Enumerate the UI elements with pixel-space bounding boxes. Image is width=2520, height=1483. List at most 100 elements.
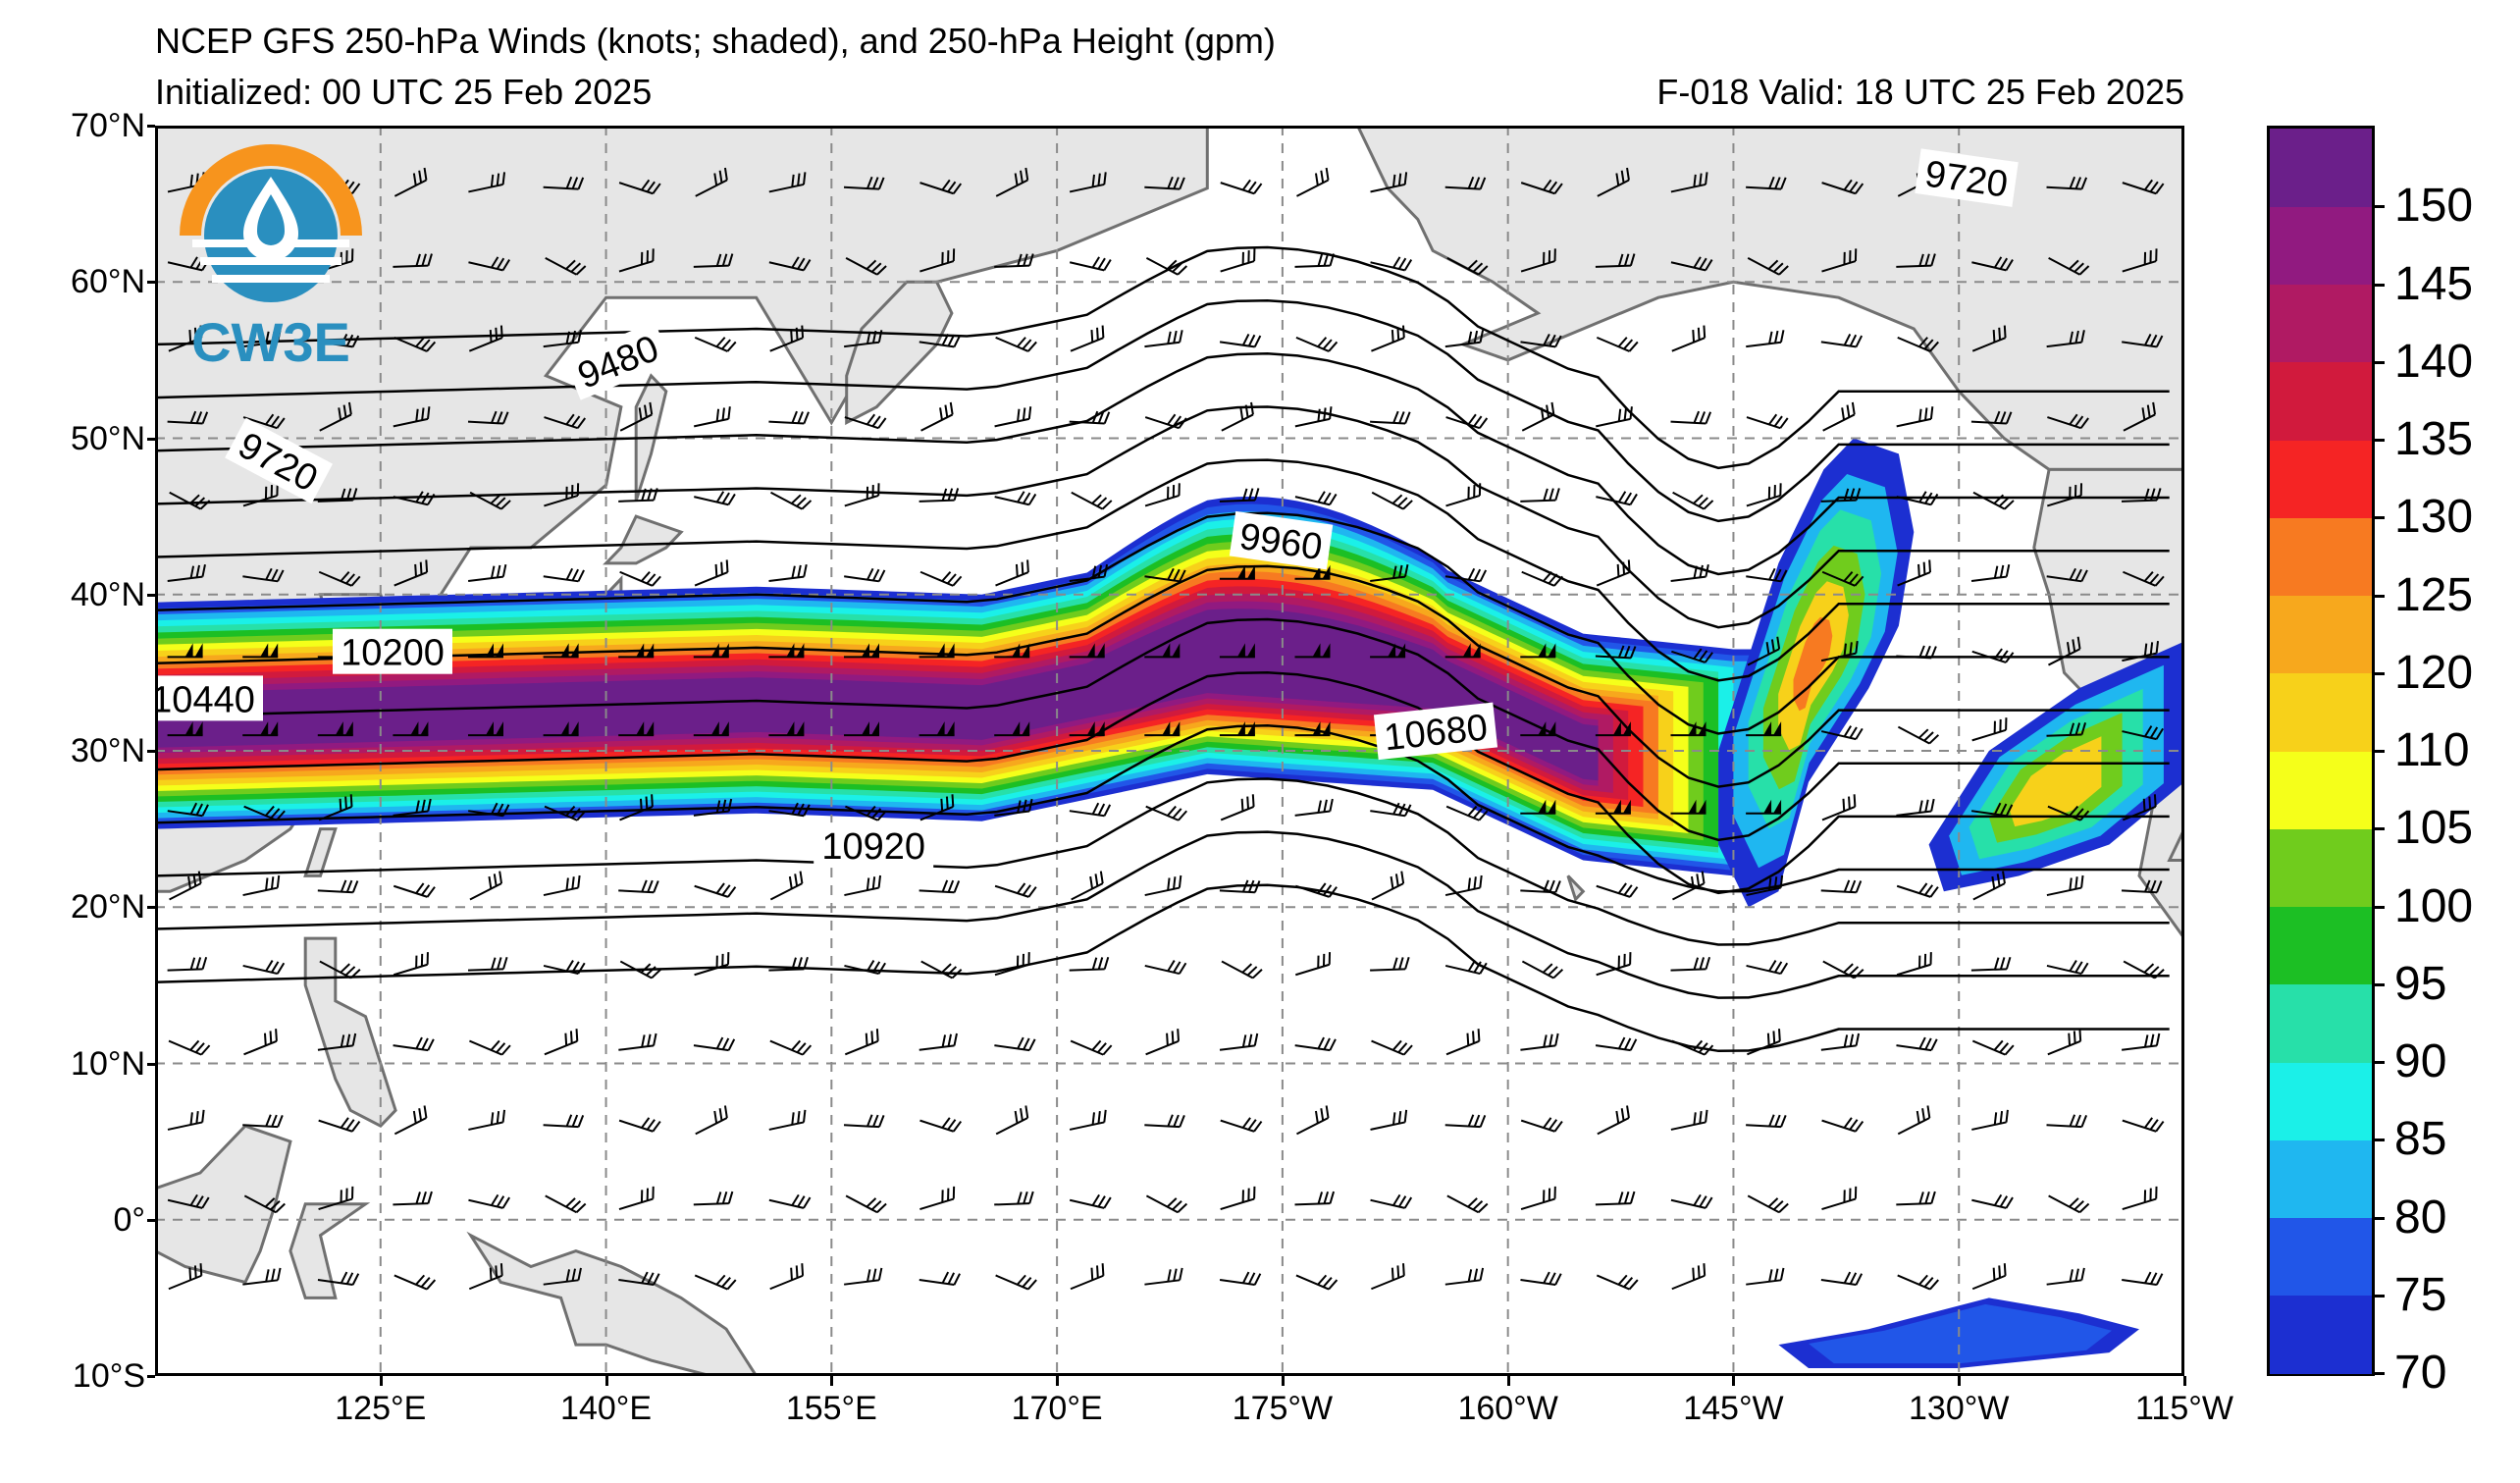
wind-barb xyxy=(2046,176,2088,190)
taiwan-landmass xyxy=(303,827,338,877)
wind-barb xyxy=(919,794,955,821)
wind-barb xyxy=(1971,1263,2007,1291)
wind-barb xyxy=(844,330,883,348)
wind-barb xyxy=(1145,805,1187,821)
wind-barb xyxy=(317,1033,357,1051)
wind-barb xyxy=(919,1033,958,1051)
wind-barb xyxy=(1295,882,1338,898)
wind-barb xyxy=(242,330,282,348)
wind-barb xyxy=(769,1263,805,1291)
wind-barb xyxy=(1747,256,1789,276)
colorbar-tick xyxy=(2375,1294,2385,1298)
wind-barb xyxy=(167,1109,205,1131)
wind-barb xyxy=(994,1036,1036,1052)
wind-barb xyxy=(1520,333,1562,348)
wind-barb xyxy=(317,333,360,348)
wind-barb xyxy=(1294,798,1334,817)
wind-barb xyxy=(543,1267,582,1286)
wind-barb xyxy=(1896,1036,1938,1052)
wind-barb xyxy=(2122,248,2158,273)
wind-barb xyxy=(1970,564,2011,582)
wind-barb xyxy=(1897,559,1931,587)
lon-tick xyxy=(1281,1376,1285,1386)
wind-barb xyxy=(543,330,582,348)
wind-barb xyxy=(243,1194,286,1214)
wind-barb xyxy=(1897,336,1939,352)
wind-barb xyxy=(1822,401,1856,432)
wind-barb xyxy=(394,167,428,197)
colorbar-segment-80 xyxy=(2270,1139,2372,1219)
wind-barb xyxy=(545,256,587,276)
wind-barb xyxy=(1521,401,1555,432)
wind-barb xyxy=(844,874,882,897)
wind-barb xyxy=(1820,488,1862,503)
wind-barb xyxy=(1896,798,1935,817)
wind-barb xyxy=(1069,564,1109,582)
wind-barb xyxy=(2122,725,2164,741)
wind-barb xyxy=(2122,1033,2161,1051)
lat-tick xyxy=(147,1218,155,1222)
colorbar-label: 105 xyxy=(2394,802,2474,855)
wind-barb xyxy=(1294,1036,1337,1052)
wind-barb xyxy=(243,805,286,821)
lat-tick-label: 10°S xyxy=(72,1357,145,1395)
wind-barb xyxy=(1219,564,1255,580)
lat-tick-label: 70°N xyxy=(71,107,145,144)
wind-barb xyxy=(1446,1194,1489,1214)
wind-barb xyxy=(768,172,807,193)
wind-barb xyxy=(1069,1193,1112,1209)
wind-barb xyxy=(1520,879,1561,894)
wind-barb xyxy=(469,491,511,510)
wind-barb xyxy=(769,871,804,901)
wind-barb xyxy=(1071,871,1104,901)
hawaii-landmass xyxy=(1566,874,1586,903)
wind-barb xyxy=(1069,643,1105,659)
lat-tick-label: 0° xyxy=(113,1200,145,1239)
colorbar-label: 80 xyxy=(2394,1191,2447,1244)
wind-barb xyxy=(1520,488,1560,503)
colorbar-label: 95 xyxy=(2394,957,2447,1010)
wind-barb xyxy=(544,805,587,821)
lon-tick-label: 160°W xyxy=(1457,1390,1558,1427)
wind-barb xyxy=(1370,802,1412,818)
wind-barb xyxy=(1371,1039,1413,1056)
wind-barb xyxy=(1220,179,1263,195)
wind-barb xyxy=(844,1267,883,1286)
height-contour xyxy=(155,777,2170,946)
wind-barb xyxy=(2046,567,2088,583)
colorbar-tick xyxy=(2375,982,2385,986)
colorbar-tick xyxy=(2375,827,2385,831)
wind-barb xyxy=(1596,406,1633,428)
colorbar-label: 110 xyxy=(2394,724,2470,776)
wind-barb xyxy=(319,960,361,980)
wind-barb xyxy=(2046,483,2083,507)
colorbar-segment-130 xyxy=(2270,440,2372,518)
wind-barb xyxy=(844,721,879,737)
wind-barb xyxy=(1219,643,1255,659)
wind-barb xyxy=(919,248,956,273)
wind-barb xyxy=(768,410,810,425)
wind-barb xyxy=(1595,799,1631,815)
wind-barb xyxy=(1069,172,1107,193)
wind-barb xyxy=(1670,564,1709,582)
wind-barb xyxy=(1521,570,1563,587)
wind-barb xyxy=(1444,176,1487,190)
wind-barb xyxy=(1595,253,1636,268)
wind-barb xyxy=(1069,721,1105,737)
wind-barb xyxy=(1595,645,1637,660)
lat-tick-label: 50°N xyxy=(71,419,145,457)
wind-barb xyxy=(919,1186,956,1211)
wind-barb xyxy=(543,567,585,583)
lon-tick xyxy=(379,1376,383,1386)
colorbar-tick xyxy=(2375,516,2385,520)
wind-barb xyxy=(2046,1267,2085,1286)
height-contour-layer xyxy=(155,245,2170,1053)
colorbar-segment-125 xyxy=(2270,517,2372,597)
wind-barb xyxy=(1220,794,1255,821)
wind-barb xyxy=(1747,1029,1781,1056)
wind-barb xyxy=(1896,645,1937,660)
wind-barb xyxy=(1597,167,1630,197)
wind-band-150 xyxy=(155,609,1599,781)
wind-band-equatorial-streak-75 xyxy=(1809,1303,2112,1364)
wind-barb xyxy=(169,491,211,510)
